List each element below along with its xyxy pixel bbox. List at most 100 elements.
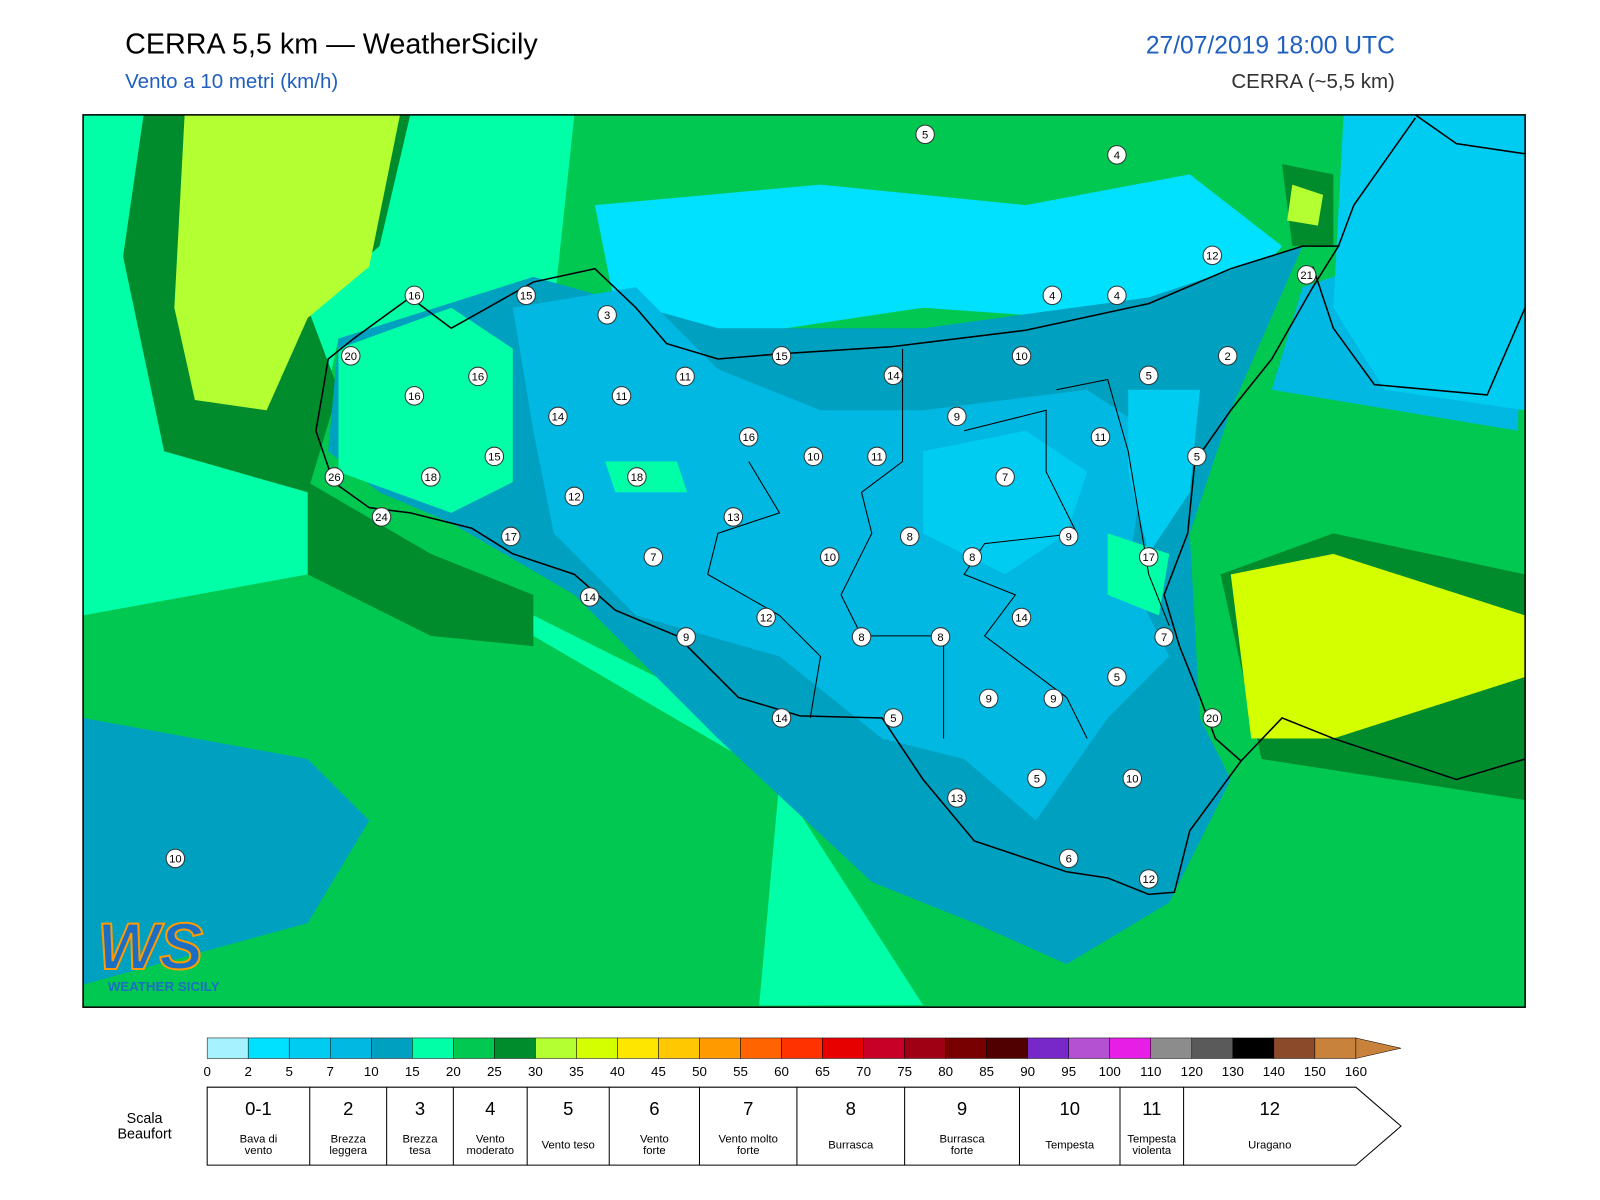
station-value: 9 <box>1050 694 1056 706</box>
station-value: 14 <box>887 370 900 382</box>
beaufort-label: Brezza <box>331 1134 367 1146</box>
station-marker <box>643 547 664 567</box>
station-marker <box>756 607 776 628</box>
station-marker <box>947 406 967 427</box>
station-value: 5 <box>890 713 896 725</box>
station-value: 5 <box>922 129 928 141</box>
header: CERRA 5,5 km — WeatherSicily Vento a 10 m… <box>125 28 1395 93</box>
station-marker <box>1043 688 1064 709</box>
colorbar-segment <box>1027 1037 1069 1059</box>
colorbar-segment <box>329 1037 372 1059</box>
station-value: 20 <box>1206 713 1219 725</box>
beaufort-label: Vento molto <box>718 1134 778 1146</box>
colorbar-tick-label: 2 <box>244 1064 251 1079</box>
colorbar-arrow <box>1355 1037 1402 1059</box>
station-marker <box>1011 607 1032 628</box>
station-value: 17 <box>505 532 518 544</box>
station-marker <box>930 627 951 647</box>
station-marker <box>1138 365 1159 386</box>
station-marker <box>676 627 696 647</box>
station-value: 10 <box>1126 774 1139 786</box>
station-marker <box>580 587 600 607</box>
beaufort-force: 12 <box>1259 1098 1280 1119</box>
colorbar-segment <box>1068 1037 1110 1059</box>
station-value: 14 <box>775 713 788 725</box>
colorbar-segment <box>699 1037 741 1059</box>
station-value: 12 <box>568 492 581 504</box>
colorbar-tick-label: 15 <box>405 1064 420 1079</box>
beaufort-label: violenta <box>1132 1145 1172 1157</box>
station-value: 20 <box>345 351 358 363</box>
colorbar-segment <box>1314 1037 1357 1059</box>
station-marker <box>404 386 425 406</box>
station-marker <box>1296 265 1317 285</box>
station-marker <box>404 285 425 306</box>
colorbar-tick-label: 20 <box>446 1064 461 1079</box>
station-marker <box>803 446 824 467</box>
station-marker <box>1027 768 1047 789</box>
colorbar-segment <box>576 1037 618 1059</box>
station-marker <box>1058 848 1079 869</box>
beaufort-label: moderato <box>466 1145 514 1157</box>
title: CERRA 5,5 km — WeatherSicily <box>125 28 538 60</box>
colorbar-tick-label: 90 <box>1020 1064 1035 1079</box>
station-marker <box>771 346 792 366</box>
station-value: 5 <box>1194 452 1200 464</box>
colorbar-tick-label: 55 <box>733 1064 748 1079</box>
station-value: 8 <box>907 532 913 544</box>
station-marker <box>867 446 887 467</box>
colorbar-segment <box>206 1037 249 1059</box>
station-marker <box>723 507 744 527</box>
beaufort-force: 0-1 <box>245 1098 272 1119</box>
beaufort-label: Uragano <box>1248 1140 1291 1152</box>
station-marker <box>165 848 186 869</box>
station-value: 11 <box>679 372 691 384</box>
station-value: 11 <box>871 452 883 464</box>
colorbar-tick-label: 40 <box>610 1064 625 1079</box>
station-marker <box>1202 708 1223 728</box>
date: 27/07/2019 18:00 UTC <box>1146 32 1395 59</box>
colorbar-segment <box>1273 1037 1316 1059</box>
colorbar-tick-label: 7 <box>327 1064 334 1079</box>
station-value: 9 <box>986 694 992 706</box>
station-value: 16 <box>408 391 421 403</box>
beaufort-label: Vento teso <box>542 1140 595 1152</box>
colorbar-segment <box>945 1037 987 1059</box>
station-value: 4 <box>1049 290 1055 302</box>
station-value: 13 <box>727 512 740 524</box>
beaufort-label: Burrasca <box>940 1134 986 1146</box>
station-value: 16 <box>472 372 485 384</box>
station-marker <box>947 788 967 808</box>
station-marker <box>484 446 505 467</box>
colorbar-tick-label: 5 <box>286 1064 293 1079</box>
colorbar-tick-label: 25 <box>487 1064 502 1079</box>
beaufort-label: Brezza <box>402 1134 438 1146</box>
colorbar-tick-label: 50 <box>692 1064 707 1079</box>
station-value: 7 <box>1161 632 1167 644</box>
colorbar-segment <box>371 1037 413 1059</box>
station-value: 18 <box>631 472 644 484</box>
colorbar-segment <box>288 1037 331 1059</box>
station-marker <box>1187 446 1207 467</box>
station-marker <box>820 547 840 567</box>
beaufort-label: vento <box>245 1145 273 1157</box>
station-marker <box>516 285 536 306</box>
colorbar-tick-label: 150 <box>1304 1064 1326 1079</box>
colorbar-segment <box>247 1037 290 1059</box>
colorbar-segment <box>1191 1037 1234 1059</box>
colorbar-tick-label: 80 <box>938 1064 953 1079</box>
colorbar-tick-label: 95 <box>1061 1064 1076 1079</box>
subtitle: Vento a 10 metri (km/h) <box>125 70 338 93</box>
station-value: 13 <box>951 793 964 805</box>
station-value: 24 <box>375 512 388 524</box>
colorbar-segment <box>658 1037 700 1059</box>
station-marker <box>1122 768 1143 789</box>
station-value: 12 <box>760 613 773 625</box>
colorbar-tick-label: 45 <box>651 1064 666 1079</box>
province-border <box>707 348 1170 739</box>
station-value: 14 <box>1015 613 1028 625</box>
